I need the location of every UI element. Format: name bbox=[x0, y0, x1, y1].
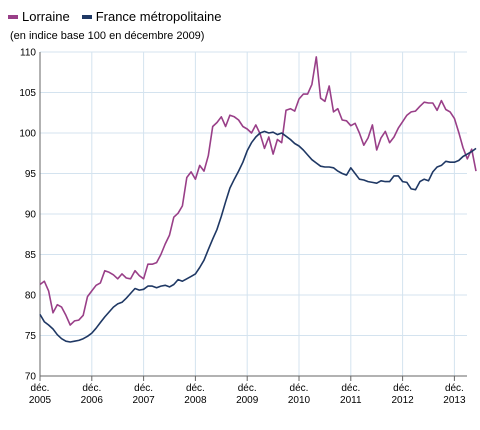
x-tick-label: déc. bbox=[238, 383, 257, 394]
x-tick-label: 2008 bbox=[184, 395, 207, 406]
x-tick-label: 2006 bbox=[81, 395, 104, 406]
x-tick-label: 2007 bbox=[132, 395, 155, 406]
series-line-france bbox=[39, 130, 477, 343]
x-tick-label: 2010 bbox=[288, 395, 311, 406]
y-tick-label: 85 bbox=[25, 250, 37, 261]
x-tick-label: déc. bbox=[341, 383, 360, 394]
legend-swatch-lorraine bbox=[8, 14, 18, 19]
x-tick-label: 2009 bbox=[236, 395, 259, 406]
y-tick-label: 95 bbox=[25, 169, 37, 180]
legend-label-france: France métropolitaine bbox=[95, 9, 222, 24]
legend-swatch-france bbox=[81, 14, 92, 19]
y-tick-label: 70 bbox=[25, 372, 37, 383]
y-tick-label: 75 bbox=[25, 331, 37, 342]
x-tick-label: 2012 bbox=[391, 395, 414, 406]
legend-item-lorraine[interactable]: Lorraine bbox=[8, 9, 70, 24]
x-tick-label: déc. bbox=[290, 383, 309, 394]
x-tick-label: déc. bbox=[134, 383, 153, 394]
y-tick-label: 100 bbox=[19, 129, 36, 140]
chart-subtitle: (en indice base 100 en décembre 2009) bbox=[10, 30, 205, 42]
legend-item-france[interactable]: France métropolitaine bbox=[81, 9, 222, 24]
series-line-lorraine bbox=[39, 56, 477, 326]
x-tick-label: 2013 bbox=[443, 395, 466, 406]
x-tick-label: déc. bbox=[31, 383, 50, 394]
y-tick-label: 90 bbox=[25, 210, 37, 221]
legend: Lorraine France métropolitaine bbox=[8, 9, 233, 24]
y-tick-label: 105 bbox=[19, 88, 36, 99]
legend-label-lorraine: Lorraine bbox=[22, 9, 70, 24]
y-tick-label: 80 bbox=[25, 291, 37, 302]
y-tick-label: 110 bbox=[20, 48, 36, 59]
x-tick-label: déc. bbox=[445, 383, 464, 394]
x-tick-label: déc. bbox=[186, 383, 205, 394]
x-tick-label: déc. bbox=[393, 383, 412, 394]
x-tick-label: déc. bbox=[82, 383, 101, 394]
x-tick-label: 2005 bbox=[29, 395, 52, 406]
x-tick-label: 2011 bbox=[340, 395, 362, 406]
